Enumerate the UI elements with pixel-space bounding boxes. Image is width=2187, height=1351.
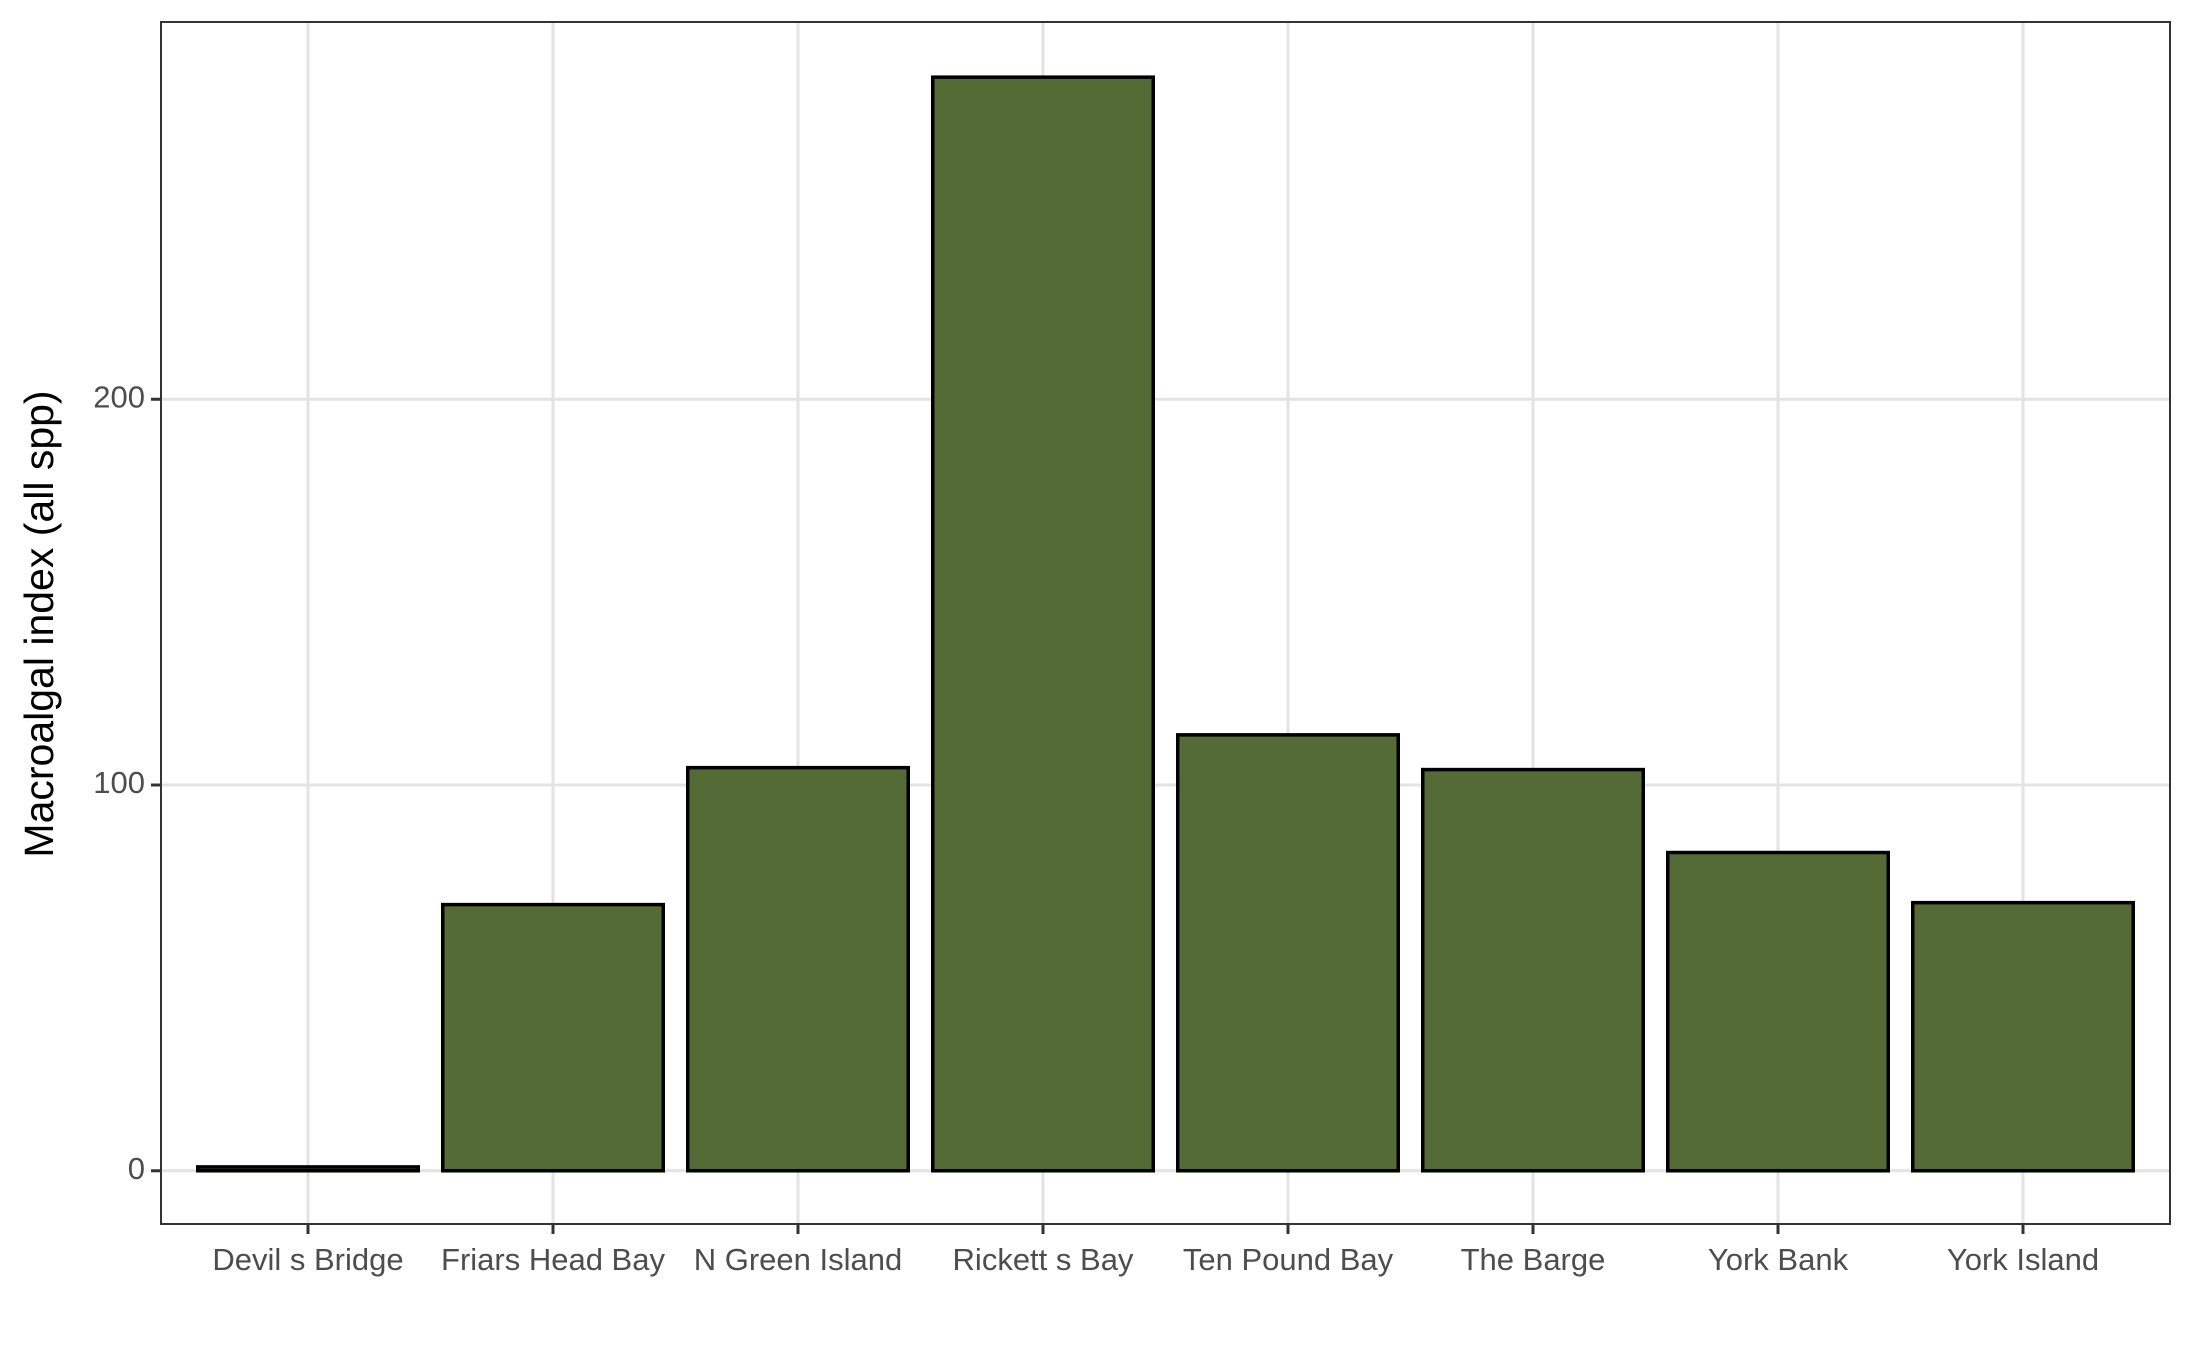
- bar: [1911, 900, 2135, 1173]
- x-tick-label: York Bank: [1708, 1242, 1849, 1277]
- y-tick-label: 0: [128, 1151, 145, 1186]
- bar: [1666, 850, 1890, 1173]
- y-tick-label: 100: [93, 765, 145, 800]
- x-tick-label: Rickett s Bay: [953, 1242, 1134, 1277]
- bar: [441, 902, 665, 1173]
- bar: [196, 1165, 420, 1173]
- x-tick-label: York Island: [1947, 1242, 2099, 1277]
- x-tick-label: Ten Pound Bay: [1183, 1242, 1394, 1277]
- x-tick-label: Devil s Bridge: [212, 1242, 403, 1277]
- bar: [686, 765, 910, 1173]
- x-tick-label: The Barge: [1461, 1242, 1606, 1277]
- panel-border: [160, 21, 2171, 1225]
- x-tick-label: N Green Island: [694, 1242, 903, 1277]
- bar: [1176, 733, 1400, 1173]
- bar: [1421, 767, 1645, 1173]
- y-axis-title: Macroalgal index (all spp): [16, 390, 62, 857]
- bar: [931, 75, 1155, 1173]
- y-tick-label: 200: [93, 379, 145, 414]
- x-tick-label: Friars Head Bay: [441, 1242, 665, 1277]
